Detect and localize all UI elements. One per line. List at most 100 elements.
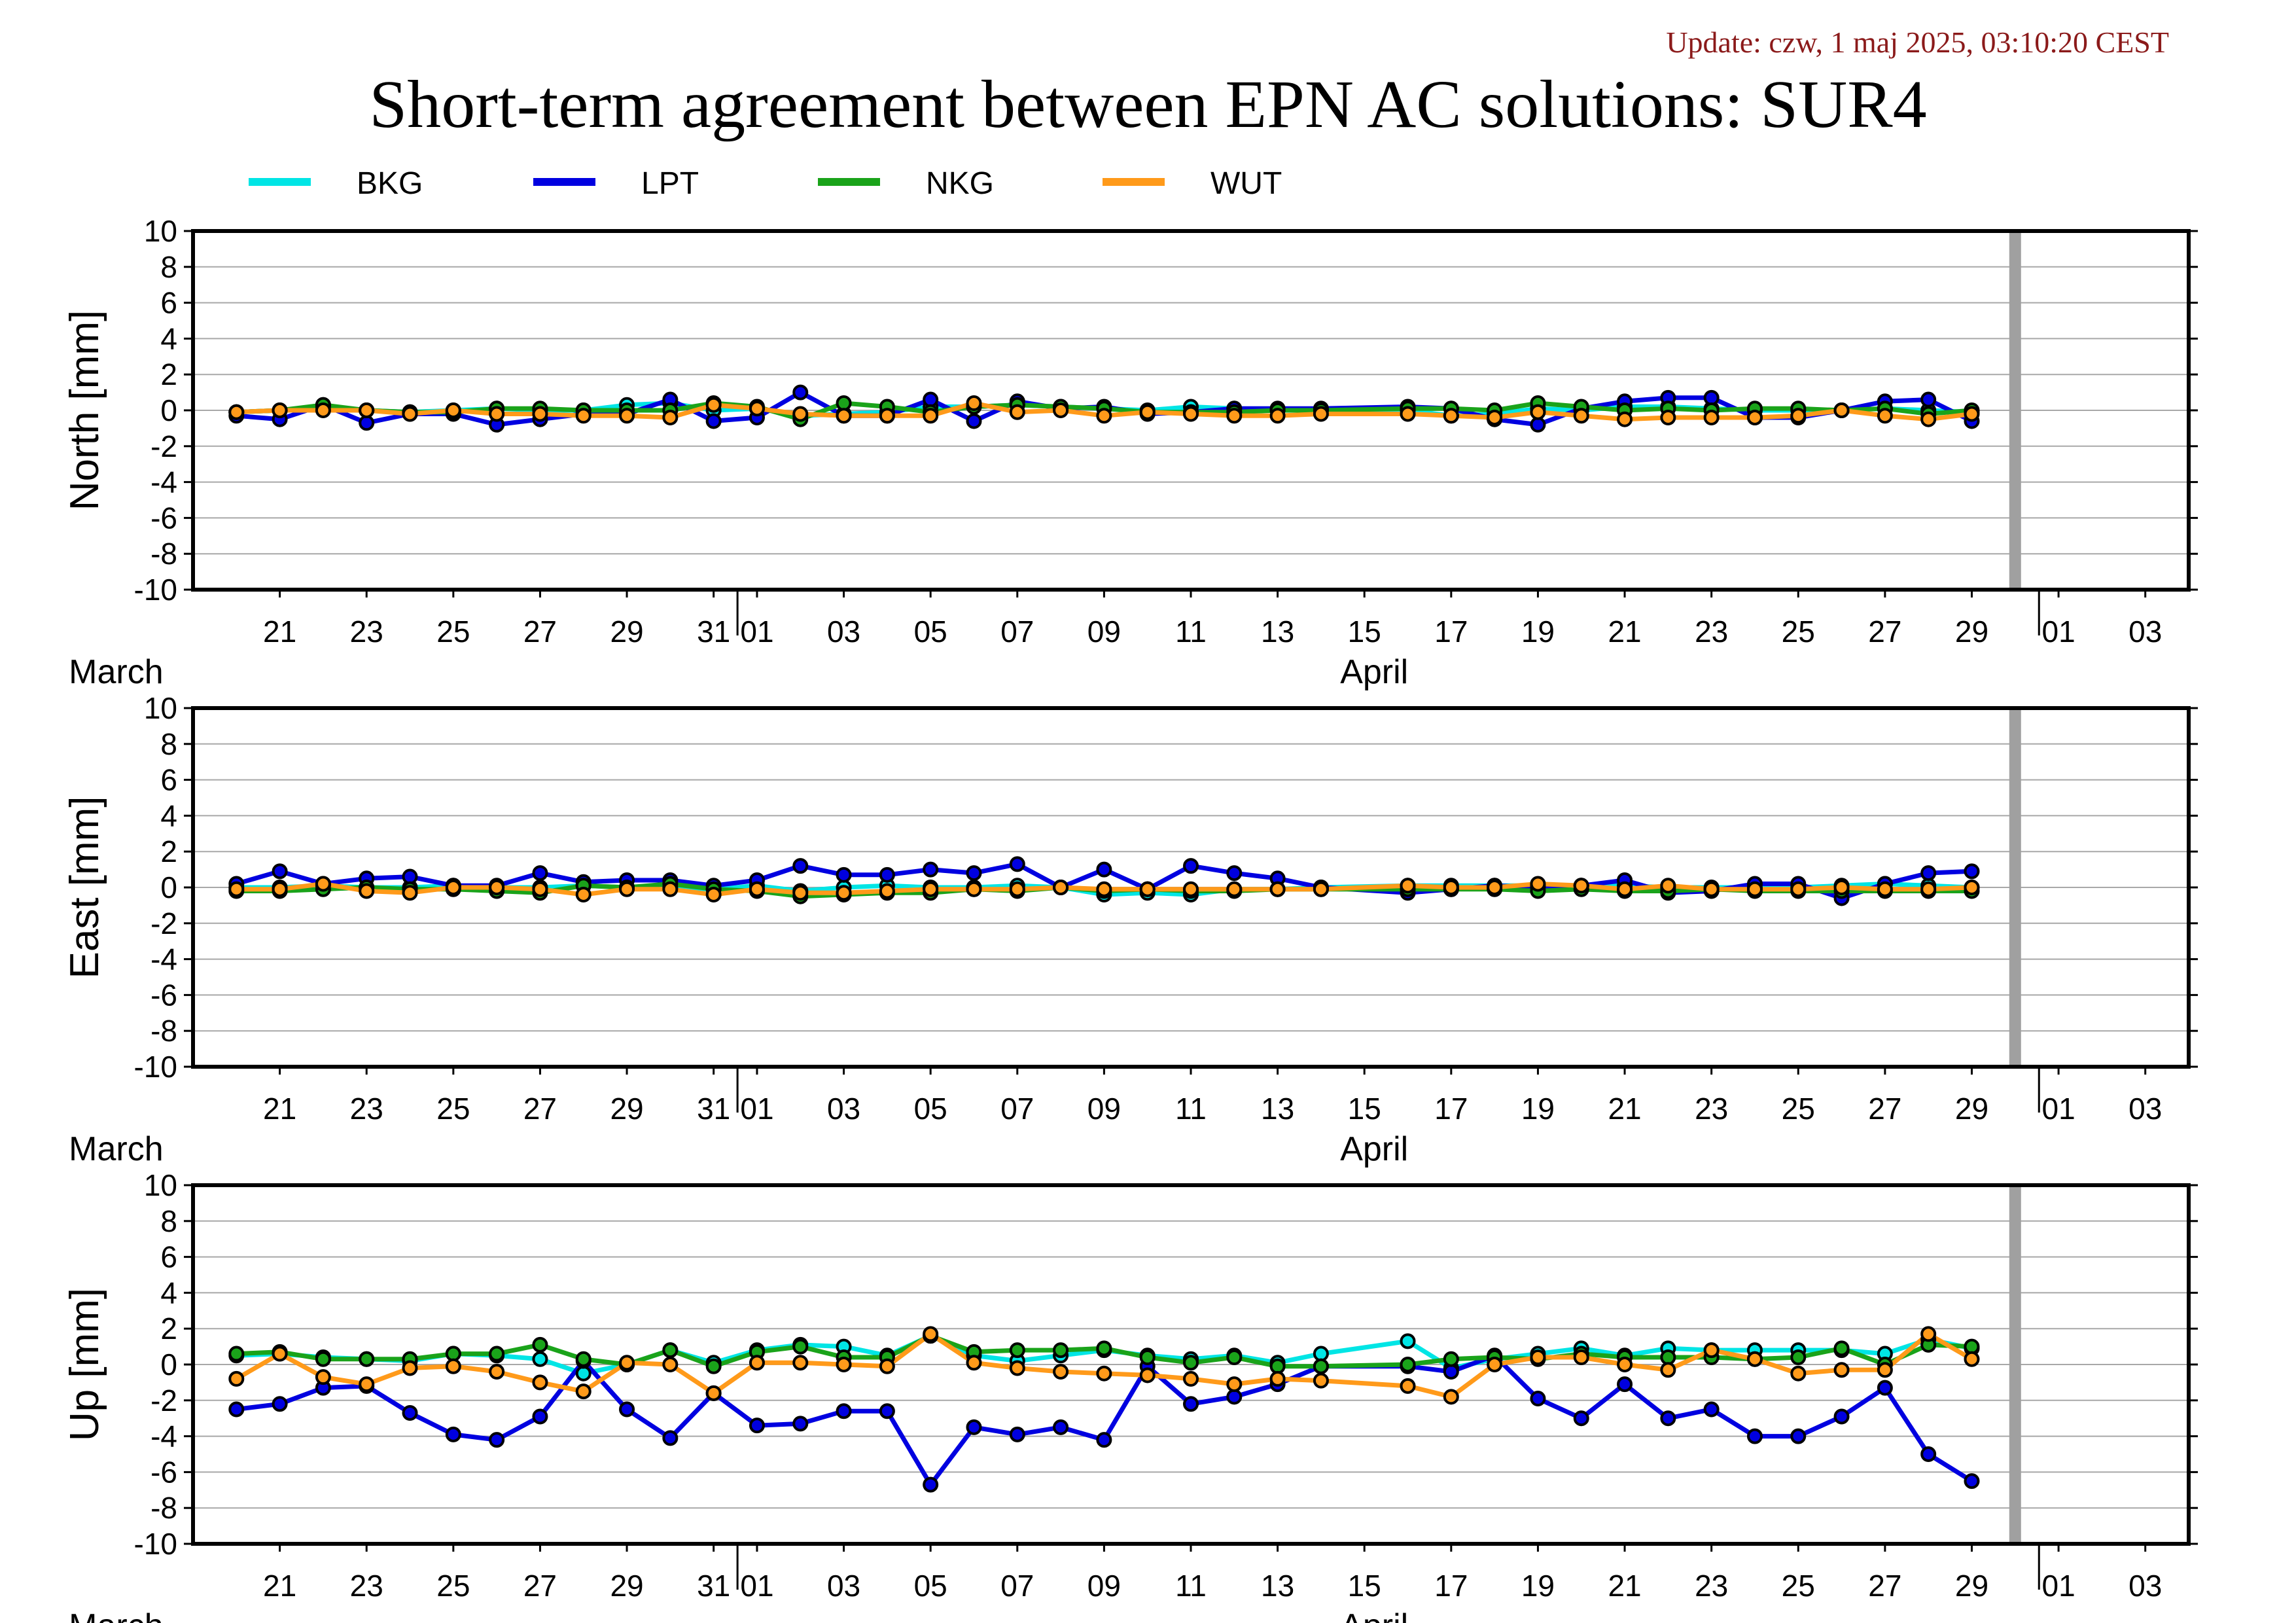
data-point-wut [1487,880,1503,895]
data-point-lpt [879,1403,895,1419]
x-tick-label: 07 [1000,1092,1034,1126]
data-point-wut [228,404,245,420]
y-tick-label: -4 [150,1419,177,1454]
x-tick-label: 21 [263,1569,296,1603]
x-tick-label: 01 [2042,1569,2075,1603]
data-point-lpt [1096,1432,1112,1448]
x-tick-label: 25 [436,615,470,649]
data-point-wut [445,1358,461,1374]
data-point-nkg [228,1346,245,1362]
data-point-lpt [966,1419,982,1435]
data-point-wut [1573,878,1589,894]
y-tick-label: 2 [160,357,177,391]
data-point-nkg [1313,1358,1329,1374]
data-point-wut [1964,406,1980,422]
x-tick-label: 03 [2128,1569,2162,1603]
y-tick-label: 6 [160,286,177,320]
y-tick-label: -10 [134,1050,177,1084]
y-tick-label: 4 [160,1275,177,1310]
y-tick-label: 10 [144,214,177,248]
x-tick-label: 25 [436,1569,470,1603]
data-point-lpt [1877,1380,1893,1396]
data-point-wut [315,402,331,418]
data-point-lpt [1183,858,1199,874]
data-point-lpt [359,415,375,431]
data-point-wut [1833,1362,1850,1378]
data-point-wut [1269,408,1286,424]
data-point-wut [1443,1389,1459,1405]
data-point-nkg [1443,1351,1459,1367]
x-tick-label: 01 [740,615,773,649]
data-point-nkg [1096,1340,1112,1357]
x-tick-label: 31 [697,615,730,649]
x-tick-label: 29 [1955,615,1988,649]
data-point-wut [315,876,331,892]
data-point-wut [1617,881,1633,897]
data-point-wut [532,1374,548,1391]
y-tick-label: -6 [150,501,177,535]
x-tick-label: 17 [1434,1569,1468,1603]
data-point-nkg [1183,1355,1199,1371]
series-line-bkg [236,1333,1973,1376]
y-axis-title: East [mm] [62,796,107,978]
data-point-lpt [532,1408,548,1425]
x-tick-label: 15 [1348,1092,1381,1126]
data-point-wut [402,406,418,422]
data-point-lpt [402,868,418,885]
data-point-wut [228,1370,245,1387]
x-tick-label: 23 [350,615,383,649]
data-point-wut [359,1376,375,1393]
data-point-wut [1053,880,1069,895]
data-point-wut [1096,408,1112,424]
data-gap-marker [2009,1185,2021,1544]
data-point-wut [836,1357,852,1372]
data-point-wut [1183,1370,1199,1387]
x-tick-label: 27 [1868,1092,1901,1126]
plot-frame [191,229,2191,592]
x-tick-label: 11 [1175,615,1207,649]
month-label: March [69,653,163,691]
x-tick-label: 31 [697,1092,730,1126]
data-point-nkg [1660,1349,1676,1366]
series-line-wut [235,1331,1973,1399]
x-tick-label: 27 [523,615,557,649]
data-point-wut [1096,881,1112,897]
data-point-wut [1964,880,1980,895]
x-tick-label: 25 [1782,1092,1815,1126]
y-axis-title: Up [mm] [62,1288,107,1441]
x-tick-label: 23 [350,1569,383,1603]
x-tick-label: 29 [610,615,643,649]
data-point-lpt [1009,1426,1025,1442]
data-point-nkg [532,1336,548,1353]
data-point-lpt [705,413,722,429]
data-point-wut [1790,1365,1807,1382]
y-tick-label: 2 [160,834,177,868]
data-point-wut [1400,406,1416,422]
x-tick-label: 13 [1261,615,1294,649]
data-point-wut [402,1360,418,1376]
data-point-wut [1790,881,1807,897]
x-tick-label: 11 [1175,1569,1207,1603]
data-point-wut [1269,881,1286,897]
data-point-lpt [1660,1410,1676,1427]
x-tick-label: 23 [350,1092,383,1126]
data-point-lpt [966,413,982,429]
data-point-lpt [1053,1419,1069,1435]
data-point-wut [1313,1372,1329,1389]
data-point-lpt [228,1401,245,1418]
x-tick-label: 21 [1608,615,1641,649]
data-point-lpt [836,1403,852,1419]
y-tick-label: 0 [160,1347,177,1382]
data-point-wut [1833,880,1850,895]
data-point-wut [445,402,461,418]
x-tick-label: 07 [1000,615,1034,649]
legend-label-wut: WUT [1210,166,1282,201]
month-label: March [69,1607,163,1623]
data-point-lpt [749,1418,765,1434]
y-axis-title: North [mm] [62,310,107,511]
x-tick-label: 03 [827,1569,860,1603]
data-point-lpt [1530,416,1546,433]
legend-label-bkg: BKG [357,166,423,201]
data-point-lpt [1617,1376,1633,1393]
